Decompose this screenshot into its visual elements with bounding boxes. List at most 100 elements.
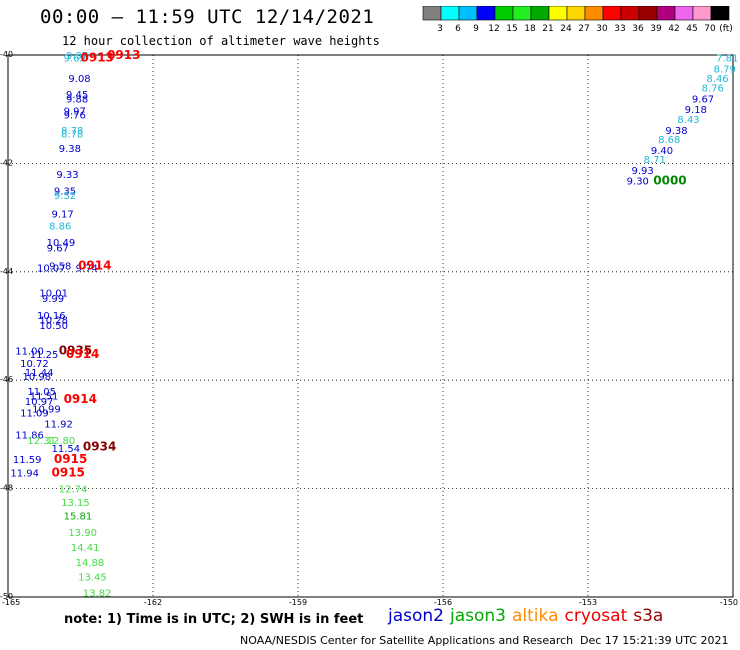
wave-height-value: 9.67 (47, 243, 69, 254)
latitude-label: -46 (0, 375, 13, 384)
pass-time-label: 0934 (83, 439, 116, 453)
legend-s3a: s3a (633, 606, 664, 626)
colorbar-label: 45 (686, 24, 697, 34)
map-subtitle: 12 hour collection of altimeter wave hei… (62, 34, 380, 48)
map-frame (7, 54, 734, 598)
wave-height-value: 12.80 (47, 436, 76, 447)
longitude-label: -150 (720, 598, 738, 605)
pass-time-label: 0935 (59, 343, 92, 357)
wave-height-value: 10.99 (32, 404, 61, 415)
wave-height-value: 8.76 (702, 84, 724, 95)
longitude-label: -159 (289, 598, 307, 605)
wave-height-value: 8.79 (714, 65, 736, 76)
colorbar-label: 36 (632, 24, 644, 34)
colorbar-label: 21 (542, 24, 553, 34)
wave-height-value: 11.44 (25, 368, 54, 379)
wave-height-value: 9.08 (68, 74, 90, 85)
colorbar-label: 3 (437, 24, 443, 34)
credit-line: NOAA/NESDIS Center for Satellite Applica… (240, 634, 574, 647)
generated-timestamp: Dec 17 15:21:39 UTC 2021 (580, 634, 729, 647)
wave-height-value: 11.05 (27, 387, 56, 398)
pass-time-label: 0914 (64, 392, 97, 406)
wave-height-value: 9.93 (632, 166, 654, 177)
latitude-label: -44 (0, 267, 13, 276)
wave-height-value: 10.01 (39, 288, 68, 299)
wave-height-value: 11.54 (52, 444, 81, 455)
wave-height-value: 14.27 (85, 604, 114, 605)
pass-time-label: 0914 (66, 347, 99, 361)
wave-height-value: 10.28 (39, 315, 68, 326)
color-scale-bar: 3 6 9 12 15 18 21 24 27 30 33 36 39 42 45 70 (ft) (422, 6, 733, 34)
pass-time-label: 0915 (52, 465, 85, 479)
wave-height-value: 10.98 (23, 372, 52, 383)
colorbar-label: 24 (560, 24, 572, 34)
colorbar-label: 33 (614, 24, 625, 34)
legend-jason3: jason3 (450, 606, 506, 626)
wave-height-value: 12.74 (59, 485, 88, 496)
wave-height-value: 11.00 (15, 346, 44, 357)
colorbar-label: 30 (596, 24, 608, 34)
wave-height-value: 14.88 (76, 558, 105, 569)
colorbar-label: 9 (473, 24, 479, 34)
latitude-label: -48 (0, 484, 13, 493)
wave-height-value: 10.16 (37, 311, 66, 322)
wave-height-value: 9.99 (42, 294, 64, 305)
wave-height-value: 10.49 (47, 238, 76, 249)
longitude-label: -162 (144, 598, 162, 605)
wave-height-value: 9.58 (49, 261, 71, 272)
colorbar-label: 39 (650, 24, 662, 34)
colorbar-label: 6 (455, 24, 461, 34)
wave-height-value: 9.35 (54, 187, 76, 198)
colorbar-label: 27 (578, 24, 589, 34)
wave-height-value: 11.51 (30, 391, 59, 402)
wave-height-value: 13.90 (68, 528, 97, 539)
wave-height-value: 8.78 (61, 130, 83, 141)
latitude-label: -40 (0, 50, 13, 59)
longitude-label: -153 (579, 598, 597, 605)
colorbar-label: 42 (668, 24, 679, 34)
colorbar-label: 12 (488, 24, 499, 34)
wave-height-value: 9.38 (665, 126, 687, 137)
footer-note: note: 1) Time is in UTC; 2) SWH is in fe… (64, 612, 364, 627)
longitude-label: -156 (434, 598, 452, 605)
wave-height-value: 9.33 (56, 170, 78, 181)
map-title: 00:00 – 11:59 UTC 12/14/2021 (40, 6, 375, 28)
wave-height-value: 9.30 (627, 177, 649, 188)
wave-height-value: 9.38 (59, 144, 81, 155)
wave-height-value: 13.82 (83, 589, 112, 600)
wave-height-value: 8.78 (61, 126, 83, 137)
colorbar-label: (ft) (719, 24, 733, 34)
wave-height-value: 10.72 (20, 359, 49, 370)
wave-height-value: 7.81 (716, 54, 738, 65)
pass-time-label: 0913 (107, 48, 140, 62)
satellite-legend: jason2 jason3 altika cryosat s3a (388, 606, 669, 626)
wave-height-value: 10.07 (37, 263, 66, 274)
wave-height-value: 8.68 (658, 135, 680, 146)
pass-time-label: 0914 (78, 258, 111, 272)
colorbar-label: 15 (506, 24, 517, 34)
wave-height-value: 10.97 (25, 397, 54, 408)
wave-height-value: 11.59 (13, 455, 42, 466)
wave-height-value: 9.17 (52, 209, 74, 220)
wave-height-value: 9.45 (66, 90, 88, 101)
wave-height-value: 11.86 (15, 430, 44, 441)
wave-height-value: 14.41 (71, 543, 100, 554)
legend-cryosat: cryosat (564, 606, 628, 626)
wave-height-value: 13.15 (61, 498, 90, 509)
wave-height-value: 9.76 (64, 111, 86, 122)
wave-height-value: 9.88 (66, 94, 88, 105)
wave-height-value: 9.62 (64, 54, 86, 65)
colorbar-label: 70 (704, 24, 716, 34)
wave-height-value: 9.97 (64, 106, 86, 117)
wave-height-value: 8.71 (644, 155, 666, 166)
wave-height-value: 8.86 (49, 222, 71, 233)
wave-height-value: 8.43 (677, 115, 699, 126)
wave-height-value: 11.09 (20, 409, 49, 420)
longitude-label: -165 (2, 598, 20, 605)
pass-time-label: 0913 (81, 51, 114, 65)
wave-height-value: 10.50 (39, 321, 68, 332)
wave-height-value: 13.45 (78, 572, 107, 583)
legend-altika: altika (512, 606, 559, 626)
wave-height-value: 9.18 (685, 105, 707, 116)
wave-height-value: 11.94 (10, 468, 39, 479)
